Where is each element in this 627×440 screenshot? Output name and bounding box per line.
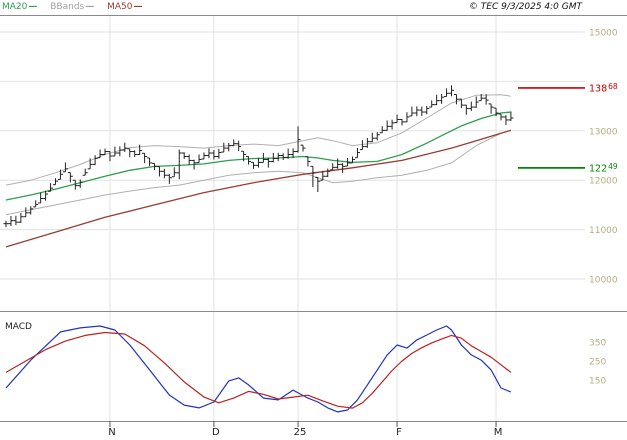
bb-lower-line xyxy=(5,129,512,216)
legend-bbands-label: BBands xyxy=(50,2,85,12)
price-axis-label: 12000 xyxy=(589,177,618,187)
x-axis-label: 25 xyxy=(294,427,307,438)
ma50-line xyxy=(5,129,512,248)
price-axis-labels: 15000 13000 12000 11000 10000 xyxy=(589,29,618,286)
support-price-label: 12249 xyxy=(589,162,618,175)
ma20-line-swatch-icon: — xyxy=(28,2,38,12)
macd-line xyxy=(5,325,512,413)
price-axis-label: 13000 xyxy=(589,127,618,137)
chart-legend: MA20— BBands— MA50— xyxy=(2,0,152,15)
macd-axis-labels: 350 250 150 xyxy=(589,339,606,387)
month-gridlines xyxy=(109,15,497,421)
macd-axis-label: 350 xyxy=(589,339,606,349)
legend-ma20: MA20— xyxy=(2,2,37,12)
price-axis-label: 15000 xyxy=(589,29,618,39)
legend-ma50: MA50— xyxy=(107,2,142,12)
legend-bbands: BBands— xyxy=(50,2,94,12)
ma20-line xyxy=(5,111,511,201)
resistance-price-label: 13868 xyxy=(589,82,618,95)
legend-ma20-label: MA20 xyxy=(2,2,28,12)
bb-upper-line xyxy=(5,94,511,186)
x-axis-label: F xyxy=(396,427,402,438)
signal-line xyxy=(5,331,512,409)
bbands-line-swatch-icon: — xyxy=(85,2,95,12)
resistance-label-bg xyxy=(586,79,626,95)
support-label-bg xyxy=(586,159,626,175)
price-axis-label: 11000 xyxy=(589,226,618,236)
macd-axis-label: 250 xyxy=(589,358,606,368)
panel-separators xyxy=(0,15,627,422)
macd-panel-label: MACD xyxy=(5,322,32,332)
price-gridlines xyxy=(0,31,585,280)
x-axis-label: D xyxy=(212,427,220,438)
x-axis: N D 25 F M xyxy=(108,421,502,438)
copyright-text: © TEC 9/3/2025 4:0 GMT xyxy=(468,2,582,12)
ma50-line-swatch-icon: — xyxy=(133,2,143,12)
x-axis-label: M xyxy=(494,427,503,438)
x-axis-label: N xyxy=(108,427,115,438)
ohlc-bars xyxy=(3,85,514,228)
price-axis-label: 10000 xyxy=(589,276,618,286)
legend-ma50-label: MA50 xyxy=(107,2,133,12)
macd-axis-label: 150 xyxy=(589,377,606,387)
